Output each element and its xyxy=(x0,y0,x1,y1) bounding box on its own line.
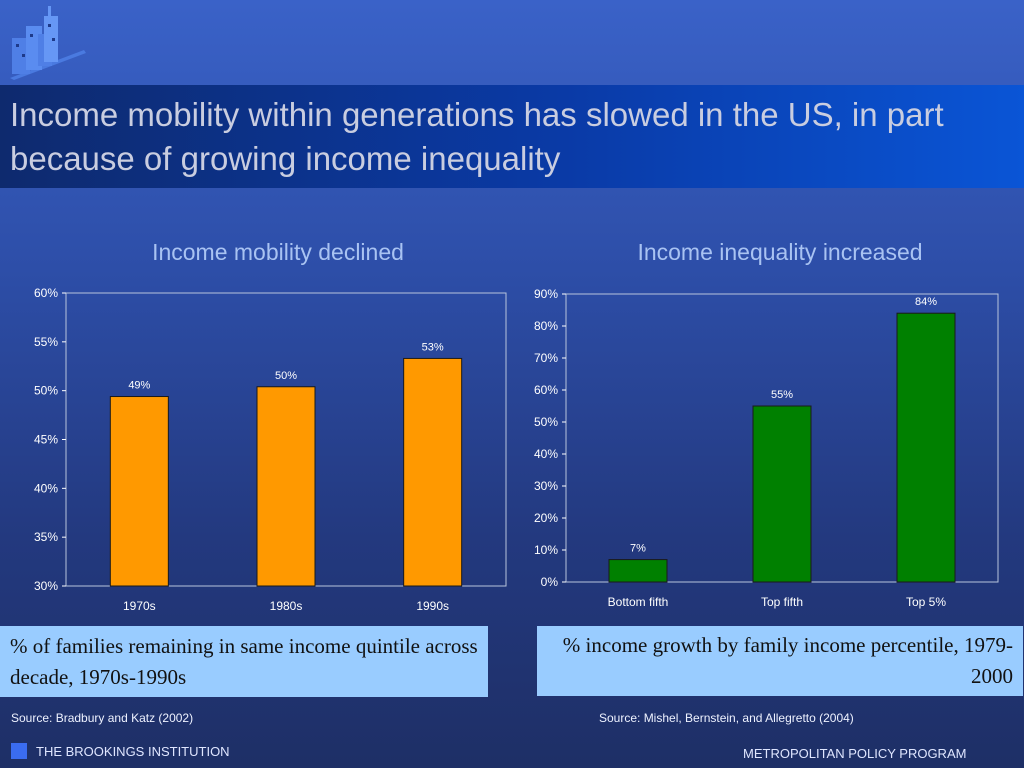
source-inequality: Source: Mishel, Bernstein, and Allegrett… xyxy=(599,711,854,725)
ytick-label-mobility: 45% xyxy=(34,433,58,447)
bar-mobility xyxy=(403,357,463,587)
source-mobility: Source: Bradbury and Katz (2002) xyxy=(11,711,194,725)
caption-mobility: % of families remaining in same income q… xyxy=(0,626,488,697)
footer-program: METROPOLITAN POLICY PROGRAM xyxy=(743,746,967,761)
ytick-label-inequality: 10% xyxy=(534,543,558,557)
ytick-label-inequality: 30% xyxy=(534,479,558,493)
xtick-label-inequality: Top fifth xyxy=(761,595,803,609)
xtick-label-mobility: 1990s xyxy=(416,599,449,613)
ytick-label-mobility: 30% xyxy=(34,579,58,593)
ytick-label-inequality: 90% xyxy=(534,287,558,301)
caption-inequality: % income growth by family income percent… xyxy=(537,626,1023,696)
ytick-label-inequality: 60% xyxy=(534,383,558,397)
xtick-label-inequality: Bottom fifth xyxy=(608,595,669,609)
ytick-label-mobility: 40% xyxy=(34,481,58,495)
ytick-label-mobility: 60% xyxy=(34,286,58,300)
chart-title-mobility: Income mobility declined xyxy=(152,239,404,265)
ytick-label-mobility: 50% xyxy=(34,384,58,398)
ytick-label-inequality: 50% xyxy=(534,415,558,429)
data-label-inequality: 7% xyxy=(630,543,646,555)
chart-title-inequality: Income inequality increased xyxy=(637,239,923,265)
xtick-label-mobility: 1980s xyxy=(270,599,303,613)
bar-mobility xyxy=(109,396,169,587)
data-label-mobility: 53% xyxy=(422,341,444,353)
ytick-label-mobility: 35% xyxy=(34,530,58,544)
bar-inequality xyxy=(608,559,668,583)
bar-inequality xyxy=(896,312,956,583)
ytick-label-inequality: 0% xyxy=(541,575,559,589)
footer-square-icon xyxy=(11,743,27,759)
bar-inequality xyxy=(752,405,812,583)
data-label-inequality: 84% xyxy=(915,296,937,308)
brookings-logo-icon xyxy=(10,6,86,80)
slide-title: Income mobility within generations has s… xyxy=(10,96,944,177)
ytick-label-inequality: 20% xyxy=(534,511,558,525)
ytick-label-mobility: 55% xyxy=(34,335,58,349)
ytick-label-inequality: 70% xyxy=(534,351,558,365)
data-label-inequality: 55% xyxy=(771,389,793,401)
xtick-label-mobility: 1970s xyxy=(123,599,156,613)
bar-mobility xyxy=(256,386,316,587)
footer-institution: THE BROOKINGS INSTITUTION xyxy=(36,744,230,759)
xtick-label-inequality: Top 5% xyxy=(906,595,946,609)
title-band xyxy=(0,85,1024,188)
data-label-mobility: 50% xyxy=(275,370,297,382)
data-label-mobility: 49% xyxy=(128,380,150,392)
ytick-label-inequality: 80% xyxy=(534,319,558,333)
ytick-label-inequality: 40% xyxy=(534,447,558,461)
